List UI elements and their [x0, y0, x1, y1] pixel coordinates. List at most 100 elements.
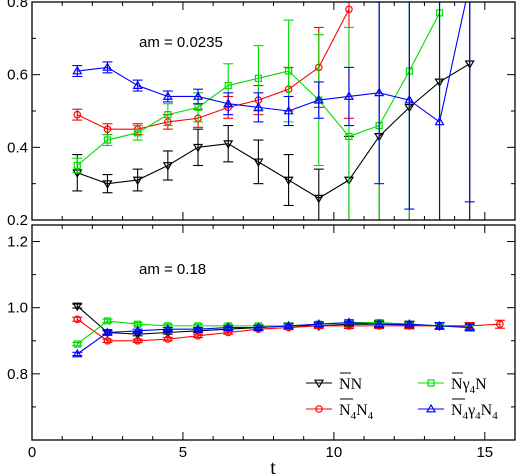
legend-entry-NbarN: NN	[306, 372, 363, 393]
bottom-point-N4gN4	[162, 324, 173, 333]
bottom-data	[72, 302, 505, 358]
bottom-panel: 0 5 10 15 0.8 1.0 1.2	[7, 224, 516, 461]
top-y-tick-label: 0.6	[7, 67, 28, 84]
legend-entry-N4N4: N4N4	[306, 398, 374, 422]
top-point-N4gN4	[192, 91, 204, 100]
bottom-point-N4gN4	[464, 322, 475, 331]
bottom-point-NgN	[103, 317, 112, 325]
top-series-line-NbarN	[77, 63, 471, 199]
bottom-point-N4N4	[496, 320, 504, 329]
top-point-NgN	[134, 129, 142, 137]
top-point-NbarN	[313, 194, 324, 204]
top-point-NgN	[164, 111, 172, 119]
legend-swatch-marker	[315, 405, 323, 413]
top-point-NbarN	[223, 140, 234, 149]
bottom-point-N4N4	[164, 335, 172, 343]
top-point-N4gN4	[223, 98, 234, 108]
top-point-N4gN4	[102, 62, 113, 71]
bottom-x-tick-label: 0	[28, 444, 36, 461]
top-point-NbarN	[253, 158, 264, 168]
top-data	[72, 2, 475, 220]
legend-label: N4N4	[339, 402, 374, 422]
top-point-N4N4	[345, 5, 353, 14]
legend-label-bar-letter: N	[451, 376, 463, 393]
legend-label: Nγ4N	[451, 376, 487, 396]
top-point-NgN	[103, 136, 112, 144]
top-y-tick-label: 0.8	[7, 0, 28, 11]
bottom-point-N4gN4	[192, 324, 204, 333]
bottom-point-N4gN4	[253, 322, 264, 331]
top-panel: 0.2 0.4 0.6 0.8	[7, 0, 516, 229]
legend-label-letter: N	[481, 402, 493, 419]
x-axis-title: t	[270, 457, 276, 476]
bottom-point-N4gN4	[102, 327, 113, 336]
top-point-N4gN4	[162, 91, 173, 100]
bottom-point-N4gN4	[283, 320, 294, 330]
top-point-N4gN4	[283, 105, 294, 115]
legend-label-bar-letter: N	[339, 376, 351, 393]
bottom-point-NbarN	[72, 302, 83, 312]
top-point-NgN	[194, 103, 202, 111]
bottom-point-N4gN4	[404, 319, 415, 328]
bottom-point-N4gN4	[343, 317, 355, 326]
legend-label-gamma: γ	[462, 376, 470, 393]
bottom-point-NbarN	[102, 329, 113, 338]
bottom-point-NgN	[73, 340, 81, 348]
legend-label-gamma-subscript: 4	[470, 384, 476, 396]
top-point-NgN	[284, 67, 293, 75]
top-point-NbarN	[192, 143, 204, 153]
bottom-x-tick-label: 15	[476, 444, 493, 461]
legend-label-gamma-subscript: 4	[475, 410, 481, 422]
legend-swatch-marker	[313, 379, 325, 389]
legend-label-bar-letter: N	[339, 402, 351, 419]
top-point-N4gN4	[72, 65, 83, 75]
legend-label: N4γ4N4	[451, 402, 498, 422]
top-point-N4gN4	[434, 116, 445, 126]
top-panel-annotation: am = 0.0235	[139, 34, 223, 51]
top-point-NgN	[345, 132, 353, 141]
bottom-point-N4N4	[133, 336, 142, 345]
bottom-point-N4N4	[194, 332, 202, 340]
top-point-N4gN4	[313, 94, 324, 104]
legend-swatch-marker	[425, 403, 437, 413]
legend-label-subscript: 4	[492, 410, 498, 422]
top-y-tick-label: 0.4	[7, 139, 28, 156]
top-point-NbarN	[132, 176, 143, 186]
bottom-point-N4N4	[103, 336, 112, 345]
top-point-N4gN4	[132, 80, 143, 89]
legend-label: NN	[339, 376, 363, 393]
legend-label-subscript: 4	[368, 410, 374, 422]
legend-label-letter: N	[356, 402, 368, 419]
top-point-NgN	[254, 74, 263, 82]
top-point-NbarN	[102, 180, 113, 189]
bottom-series-line-N4gN4	[76, 322, 470, 355]
legend-label-letter: N	[351, 376, 363, 393]
legend-label-subscript: 4	[351, 410, 357, 422]
bottom-point-N4gN4	[223, 322, 234, 331]
top-y-tick-label: 0.2	[7, 212, 28, 229]
top-point-N4N4	[73, 110, 82, 119]
bottom-x-tick-label: 10	[326, 444, 343, 461]
top-point-N4gN4	[374, 87, 385, 97]
bottom-point-N4gN4	[434, 320, 445, 330]
bottom-point-N4gN4	[72, 348, 83, 358]
bottom-x-tick-label: 5	[179, 444, 187, 461]
top-point-NbarN	[283, 176, 294, 186]
bottom-point-N4gN4	[132, 325, 143, 335]
bottom-point-N4gN4	[374, 319, 385, 328]
legend-label-letter: N	[475, 376, 487, 393]
bottom-y-tick-label: 1.2	[7, 234, 28, 251]
bottom-point-N4N4	[73, 315, 82, 324]
legend-label-subscript: 4	[463, 410, 469, 422]
legend-entry-N4gN4: N4γ4N4	[418, 398, 498, 422]
legend-entry-NgN: Nγ4N	[418, 372, 487, 396]
bottom-panel-annotation: am = 0.18	[139, 261, 206, 278]
legend-label-gamma: γ	[467, 402, 475, 419]
top-point-N4N4	[103, 125, 112, 133]
top-plot-frame	[31, 1, 516, 221]
legend-label-bar-letter: N	[451, 402, 463, 419]
bottom-y-tick-label: 0.8	[7, 366, 28, 383]
